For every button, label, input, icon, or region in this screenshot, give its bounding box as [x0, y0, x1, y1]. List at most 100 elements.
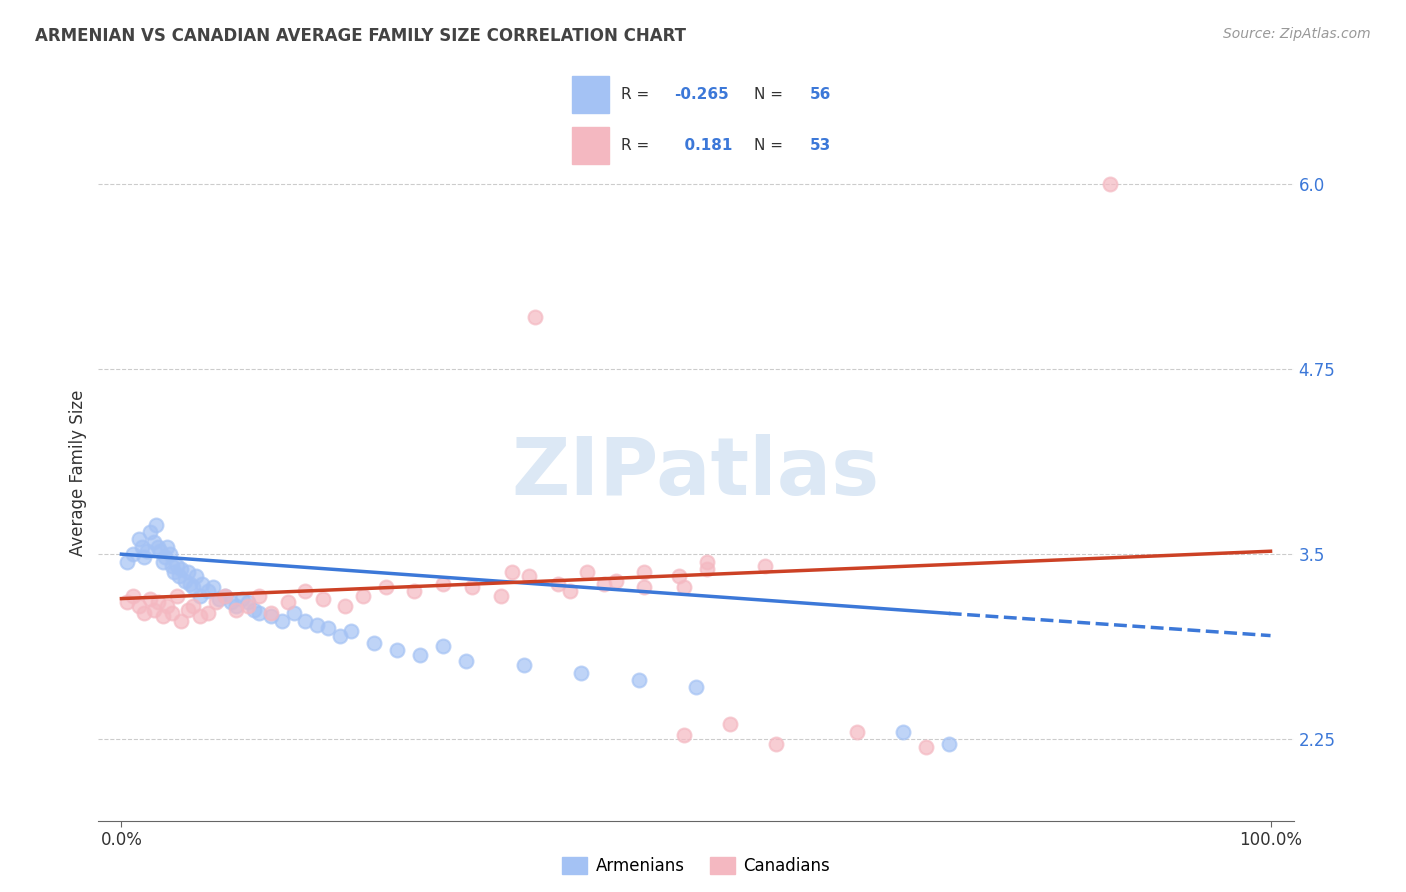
Point [352, 589, 374, 603]
Point [311, 591, 333, 606]
Text: N =: N = [754, 138, 787, 153]
Point [204, 594, 226, 608]
Point [142, 535, 165, 549]
Point [139, 591, 162, 606]
Point [605, 574, 627, 588]
Text: Source: ZipAtlas.com: Source: ZipAtlas.com [1223, 27, 1371, 41]
Point [134, 550, 156, 565]
Point [225, 603, 247, 617]
Point [177, 565, 200, 579]
Point [385, 643, 408, 657]
Point [512, 658, 534, 673]
Point [914, 739, 936, 754]
Point [283, 607, 305, 621]
Point [197, 607, 219, 621]
Point [432, 576, 454, 591]
Text: R =: R = [621, 138, 654, 153]
Point [166, 589, 188, 603]
Point [673, 580, 696, 594]
Bar [572, 128, 609, 164]
Text: ARMENIAN VS CANADIAN AVERAGE FAMILY SIZE CORRELATION CHART: ARMENIAN VS CANADIAN AVERAGE FAMILY SIZE… [35, 27, 686, 45]
Point [145, 517, 167, 532]
Point [181, 599, 204, 613]
Point [135, 544, 157, 558]
Point [593, 576, 616, 591]
Point [489, 589, 512, 603]
Point [149, 544, 172, 558]
Point [188, 609, 211, 624]
Point [461, 580, 484, 594]
Point [131, 540, 153, 554]
Point [1098, 177, 1121, 191]
Point [305, 618, 328, 632]
Point [260, 609, 283, 624]
Point [208, 591, 231, 606]
Point [231, 591, 253, 606]
Point [163, 565, 186, 579]
Point [170, 614, 193, 628]
Point [139, 524, 162, 539]
Point [214, 589, 236, 603]
Point [633, 580, 655, 594]
Point [173, 574, 195, 588]
Text: -0.265: -0.265 [673, 87, 728, 103]
Point [148, 594, 170, 608]
Point [271, 614, 294, 628]
Point [170, 562, 193, 576]
Point [277, 594, 299, 608]
Point [524, 310, 547, 325]
Point [225, 599, 247, 613]
Text: 53: 53 [810, 138, 831, 153]
Point [128, 533, 150, 547]
Point [115, 555, 138, 569]
Y-axis label: Average Family Size: Average Family Size [69, 390, 87, 556]
Point [122, 547, 145, 561]
Point [938, 737, 960, 751]
Point [517, 569, 540, 583]
Point [260, 607, 283, 621]
Point [242, 603, 264, 617]
Point [152, 555, 174, 569]
Point [159, 547, 181, 561]
Point [374, 580, 396, 594]
Point [122, 589, 145, 603]
Point [891, 724, 914, 739]
Point [247, 589, 270, 603]
Text: N =: N = [754, 87, 787, 103]
Point [202, 580, 225, 594]
Point [166, 559, 188, 574]
Point [340, 624, 363, 639]
Point [363, 636, 385, 650]
Text: 56: 56 [810, 87, 831, 103]
Point [115, 594, 138, 608]
Point [167, 569, 190, 583]
Point [160, 607, 183, 621]
Point [673, 728, 696, 742]
Point [156, 599, 179, 613]
Bar [572, 77, 609, 113]
Point [547, 576, 569, 591]
Point [160, 559, 183, 574]
Point [191, 576, 214, 591]
Point [197, 584, 219, 599]
Point [668, 569, 690, 583]
Point [404, 584, 426, 599]
Text: ZIPatlas: ZIPatlas [512, 434, 880, 512]
Point [845, 724, 868, 739]
Point [179, 576, 201, 591]
Point [236, 599, 259, 613]
Point [184, 569, 207, 583]
Point [575, 565, 598, 579]
Point [148, 540, 170, 554]
Point [134, 607, 156, 621]
Point [181, 580, 204, 594]
Legend: Armenians, Canadians: Armenians, Canadians [555, 850, 837, 882]
Point [633, 565, 655, 579]
Point [219, 594, 242, 608]
Text: R =: R = [621, 87, 654, 103]
Point [294, 584, 316, 599]
Point [247, 607, 270, 621]
Point [316, 621, 339, 635]
Point [153, 550, 176, 565]
Point [720, 717, 742, 731]
